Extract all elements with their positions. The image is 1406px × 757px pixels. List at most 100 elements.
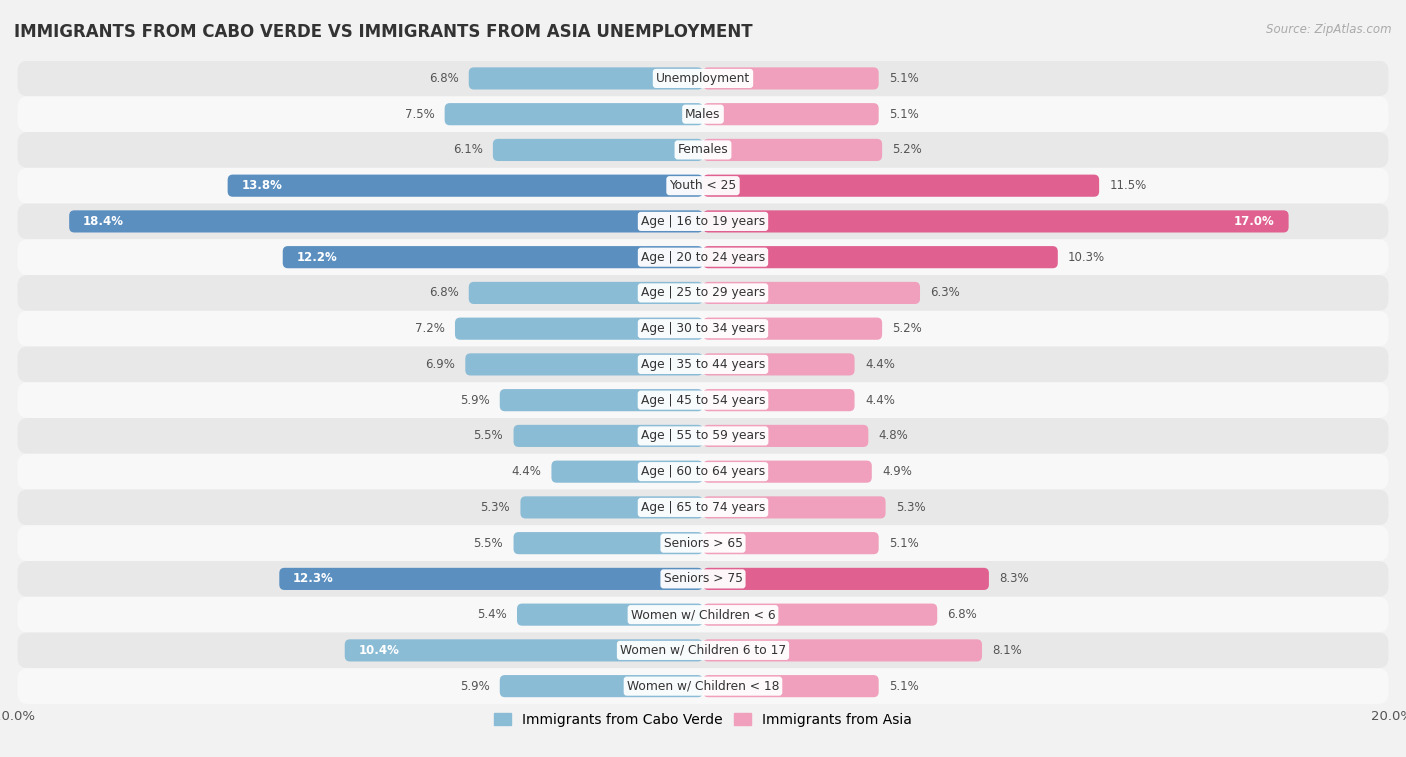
FancyBboxPatch shape <box>703 425 869 447</box>
FancyBboxPatch shape <box>703 175 1099 197</box>
Text: 6.8%: 6.8% <box>948 608 977 621</box>
Text: Age | 45 to 54 years: Age | 45 to 54 years <box>641 394 765 407</box>
FancyBboxPatch shape <box>499 389 703 411</box>
Text: 17.0%: 17.0% <box>1234 215 1275 228</box>
FancyBboxPatch shape <box>17 239 1389 275</box>
Text: Age | 55 to 59 years: Age | 55 to 59 years <box>641 429 765 442</box>
FancyBboxPatch shape <box>283 246 703 268</box>
FancyBboxPatch shape <box>69 210 703 232</box>
FancyBboxPatch shape <box>17 418 1389 453</box>
FancyBboxPatch shape <box>17 132 1389 168</box>
FancyBboxPatch shape <box>17 168 1389 204</box>
Text: 13.8%: 13.8% <box>242 179 283 192</box>
Text: Age | 60 to 64 years: Age | 60 to 64 years <box>641 465 765 478</box>
Text: 8.1%: 8.1% <box>993 644 1022 657</box>
Text: 5.1%: 5.1% <box>889 107 918 120</box>
Text: 5.1%: 5.1% <box>889 72 918 85</box>
FancyBboxPatch shape <box>551 460 703 483</box>
Text: 6.9%: 6.9% <box>425 358 456 371</box>
Text: 11.5%: 11.5% <box>1109 179 1147 192</box>
FancyBboxPatch shape <box>17 561 1389 597</box>
FancyBboxPatch shape <box>703 354 855 375</box>
FancyBboxPatch shape <box>703 603 938 626</box>
Text: Males: Males <box>685 107 721 120</box>
FancyBboxPatch shape <box>17 347 1389 382</box>
FancyBboxPatch shape <box>17 668 1389 704</box>
FancyBboxPatch shape <box>703 497 886 519</box>
Text: 5.9%: 5.9% <box>460 394 489 407</box>
Text: Age | 35 to 44 years: Age | 35 to 44 years <box>641 358 765 371</box>
Text: Age | 16 to 19 years: Age | 16 to 19 years <box>641 215 765 228</box>
Text: Seniors > 65: Seniors > 65 <box>664 537 742 550</box>
FancyBboxPatch shape <box>703 210 1289 232</box>
Text: 4.9%: 4.9% <box>882 465 912 478</box>
FancyBboxPatch shape <box>499 675 703 697</box>
FancyBboxPatch shape <box>17 311 1389 347</box>
FancyBboxPatch shape <box>17 525 1389 561</box>
Text: Women w/ Children < 6: Women w/ Children < 6 <box>631 608 775 621</box>
FancyBboxPatch shape <box>456 318 703 340</box>
FancyBboxPatch shape <box>703 532 879 554</box>
FancyBboxPatch shape <box>17 382 1389 418</box>
FancyBboxPatch shape <box>344 640 703 662</box>
FancyBboxPatch shape <box>703 246 1057 268</box>
FancyBboxPatch shape <box>17 633 1389 668</box>
FancyBboxPatch shape <box>703 282 920 304</box>
Text: 18.4%: 18.4% <box>83 215 124 228</box>
FancyBboxPatch shape <box>468 282 703 304</box>
FancyBboxPatch shape <box>468 67 703 89</box>
FancyBboxPatch shape <box>513 532 703 554</box>
FancyBboxPatch shape <box>17 275 1389 311</box>
Text: Women w/ Children < 18: Women w/ Children < 18 <box>627 680 779 693</box>
FancyBboxPatch shape <box>444 103 703 125</box>
FancyBboxPatch shape <box>17 490 1389 525</box>
Text: 12.2%: 12.2% <box>297 251 337 263</box>
FancyBboxPatch shape <box>228 175 703 197</box>
Text: Age | 20 to 24 years: Age | 20 to 24 years <box>641 251 765 263</box>
FancyBboxPatch shape <box>17 96 1389 132</box>
FancyBboxPatch shape <box>703 389 855 411</box>
Text: 8.3%: 8.3% <box>1000 572 1029 585</box>
FancyBboxPatch shape <box>280 568 703 590</box>
Text: 5.5%: 5.5% <box>474 429 503 442</box>
FancyBboxPatch shape <box>17 453 1389 490</box>
Text: 5.4%: 5.4% <box>477 608 506 621</box>
Text: Source: ZipAtlas.com: Source: ZipAtlas.com <box>1267 23 1392 36</box>
Text: 4.4%: 4.4% <box>865 358 894 371</box>
Text: 5.3%: 5.3% <box>481 501 510 514</box>
Text: IMMIGRANTS FROM CABO VERDE VS IMMIGRANTS FROM ASIA UNEMPLOYMENT: IMMIGRANTS FROM CABO VERDE VS IMMIGRANTS… <box>14 23 752 41</box>
Text: 6.8%: 6.8% <box>429 286 458 300</box>
Text: 10.3%: 10.3% <box>1069 251 1105 263</box>
FancyBboxPatch shape <box>17 597 1389 633</box>
Text: 5.1%: 5.1% <box>889 680 918 693</box>
Text: Youth < 25: Youth < 25 <box>669 179 737 192</box>
FancyBboxPatch shape <box>703 568 988 590</box>
FancyBboxPatch shape <box>465 354 703 375</box>
Text: 6.3%: 6.3% <box>931 286 960 300</box>
Text: 5.2%: 5.2% <box>893 322 922 335</box>
Text: 10.4%: 10.4% <box>359 644 399 657</box>
FancyBboxPatch shape <box>517 603 703 626</box>
Text: 6.8%: 6.8% <box>429 72 458 85</box>
Text: Age | 65 to 74 years: Age | 65 to 74 years <box>641 501 765 514</box>
FancyBboxPatch shape <box>703 318 882 340</box>
Text: 5.9%: 5.9% <box>460 680 489 693</box>
FancyBboxPatch shape <box>703 67 879 89</box>
Text: 6.1%: 6.1% <box>453 143 482 157</box>
Text: 4.8%: 4.8% <box>879 429 908 442</box>
FancyBboxPatch shape <box>494 139 703 161</box>
FancyBboxPatch shape <box>703 139 882 161</box>
Text: Seniors > 75: Seniors > 75 <box>664 572 742 585</box>
FancyBboxPatch shape <box>513 425 703 447</box>
Text: 4.4%: 4.4% <box>512 465 541 478</box>
Text: Age | 25 to 29 years: Age | 25 to 29 years <box>641 286 765 300</box>
FancyBboxPatch shape <box>703 103 879 125</box>
FancyBboxPatch shape <box>520 497 703 519</box>
Text: 7.5%: 7.5% <box>405 107 434 120</box>
Text: 12.3%: 12.3% <box>292 572 333 585</box>
Text: Unemployment: Unemployment <box>655 72 751 85</box>
FancyBboxPatch shape <box>17 204 1389 239</box>
Text: 5.2%: 5.2% <box>893 143 922 157</box>
Legend: Immigrants from Cabo Verde, Immigrants from Asia: Immigrants from Cabo Verde, Immigrants f… <box>489 707 917 733</box>
Text: Females: Females <box>678 143 728 157</box>
